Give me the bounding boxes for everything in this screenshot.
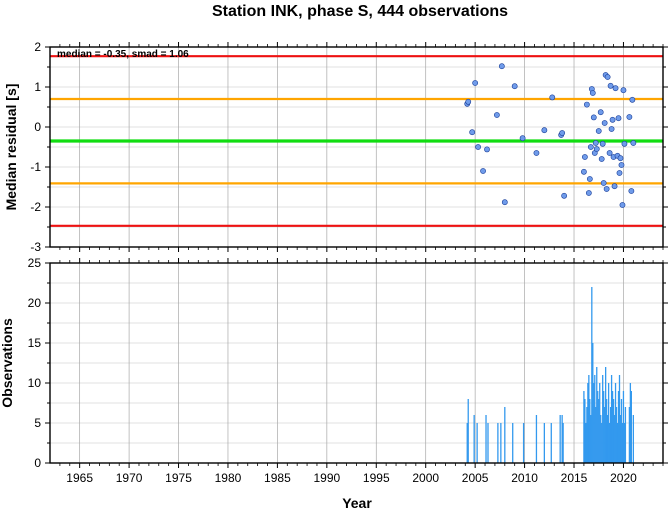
scatter-point bbox=[480, 168, 486, 174]
scatter-point bbox=[620, 87, 627, 94]
scatter-point bbox=[593, 146, 600, 152]
scatter-point bbox=[604, 74, 611, 80]
scatter-point bbox=[630, 140, 637, 146]
top-y-tick-label: -2 bbox=[30, 200, 41, 214]
scatter-point bbox=[612, 85, 619, 92]
observations-panel: 0 5 10 15 20 25 1965 1970 1975 1980 1985 1990 1995 20… bbox=[28, 256, 668, 485]
chart-title: Station INK, phase S, 444 observations bbox=[212, 3, 508, 20]
x-axis-label: Year bbox=[342, 495, 372, 511]
scatter-point bbox=[592, 140, 599, 146]
scatter-point bbox=[581, 154, 588, 160]
scatter-point bbox=[587, 144, 594, 150]
x-tick-label: 1980 bbox=[215, 471, 242, 485]
scatter-point bbox=[609, 116, 616, 123]
x-tick-label: 2015 bbox=[561, 471, 588, 485]
scatter-point bbox=[586, 176, 593, 182]
scatter-point bbox=[581, 168, 587, 175]
top-y-tick-label: 2 bbox=[34, 40, 41, 54]
scatter-point bbox=[626, 114, 633, 120]
scatter-point bbox=[615, 115, 622, 122]
median-annotation: median = -0.35, smad = 1.06 bbox=[57, 49, 189, 60]
x-tick-label: 1985 bbox=[264, 471, 291, 485]
scatter-point bbox=[549, 94, 556, 101]
scatter-point bbox=[603, 186, 610, 192]
x-tick-label: 1990 bbox=[313, 471, 340, 485]
scatter-point bbox=[600, 180, 607, 186]
scatter-point bbox=[618, 162, 625, 168]
scatter-point bbox=[493, 112, 500, 118]
scatter-point bbox=[589, 90, 596, 96]
x-tick-label: 1975 bbox=[165, 471, 192, 485]
scatter-point bbox=[585, 190, 592, 196]
x-tick-label: 1995 bbox=[363, 471, 390, 485]
top-y-tick-label: 0 bbox=[34, 120, 41, 134]
x-tick-label: 2010 bbox=[511, 471, 538, 485]
scatter-point bbox=[629, 96, 636, 103]
scatter-point bbox=[606, 150, 613, 156]
bottom-y-tick-label: 0 bbox=[34, 456, 41, 470]
top-y-tick-label: -1 bbox=[30, 160, 41, 174]
scatter-point bbox=[590, 114, 597, 121]
x-tick-label: 1965 bbox=[66, 471, 93, 485]
top-y-axis-label: Median residual [s] bbox=[3, 84, 19, 211]
scatter-point bbox=[619, 202, 626, 208]
scatter-point bbox=[498, 63, 505, 70]
scatter-point bbox=[501, 199, 508, 206]
scatter-point bbox=[601, 120, 608, 126]
scatter-point bbox=[484, 146, 490, 153]
scatter-point bbox=[599, 140, 606, 147]
bottom-y-tick-label: 5 bbox=[34, 416, 41, 430]
scatter-point bbox=[621, 140, 628, 147]
scatter-point bbox=[611, 183, 618, 190]
scatter-point bbox=[469, 129, 476, 136]
scatter-point bbox=[511, 83, 518, 90]
scatter-point bbox=[472, 80, 479, 86]
scatter-point bbox=[598, 156, 605, 162]
x-tick-label: 2000 bbox=[412, 471, 439, 485]
scatter-point bbox=[628, 188, 635, 194]
scatter-point bbox=[465, 98, 472, 105]
bottom-y-tick-label: 10 bbox=[28, 376, 42, 390]
scatter-point bbox=[475, 144, 482, 150]
bottom-y-tick-label: 15 bbox=[28, 336, 42, 350]
scatter-point bbox=[608, 126, 615, 132]
bottom-y-tick-label: 20 bbox=[28, 296, 42, 310]
bottom-y-tick-label: 25 bbox=[28, 256, 42, 270]
top-y-tick-label: 1 bbox=[34, 80, 41, 94]
scatter-point bbox=[617, 155, 624, 162]
scatter-point bbox=[561, 192, 568, 199]
x-tick-label: 2020 bbox=[610, 471, 637, 485]
scatter-point bbox=[541, 127, 548, 134]
residual-panel: -3 -2 -1 0 1 2 bbox=[30, 40, 668, 254]
scatter-point bbox=[519, 135, 526, 142]
scatter-point bbox=[607, 82, 614, 89]
scatter-point bbox=[616, 170, 623, 176]
x-tick-label: 1970 bbox=[116, 471, 143, 485]
scatter-point bbox=[595, 128, 602, 134]
scatter-point bbox=[533, 150, 540, 156]
scatter-point bbox=[597, 109, 604, 116]
bottom-y-axis-label: Observations bbox=[0, 318, 15, 408]
top-y-tick-label: -3 bbox=[30, 240, 41, 254]
scatter-point bbox=[583, 101, 590, 108]
x-tick-label: 2005 bbox=[462, 471, 489, 485]
scatter-point bbox=[559, 130, 566, 136]
